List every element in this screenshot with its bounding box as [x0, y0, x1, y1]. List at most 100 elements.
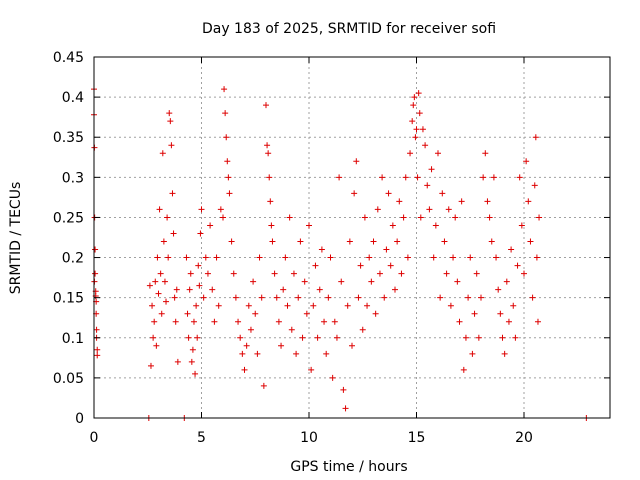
data-point [266, 174, 273, 181]
data-point [224, 158, 231, 165]
data-point [207, 222, 214, 229]
data-point [454, 278, 461, 285]
x-tick-label: 20 [515, 430, 533, 446]
data-point [258, 294, 265, 301]
data-point [389, 222, 396, 229]
data-point [353, 158, 360, 165]
data-point [163, 298, 170, 305]
y-tick-label: 0.05 [53, 371, 84, 387]
data-point [297, 238, 304, 245]
y-tick-label: 0.3 [62, 170, 84, 186]
data-point [194, 334, 201, 341]
data-point [508, 246, 515, 253]
data-point [340, 386, 347, 393]
data-point [441, 238, 448, 245]
data-point [392, 286, 398, 293]
data-point [200, 294, 207, 301]
y-tick-label: 0.2 [62, 251, 84, 267]
data-point [351, 190, 358, 197]
data-point [374, 206, 381, 213]
data-point [402, 174, 409, 181]
data-point [409, 118, 416, 125]
data-point [280, 286, 287, 293]
grid-lines [94, 57, 610, 418]
data-point [521, 270, 527, 277]
data-point [469, 350, 476, 357]
data-point [387, 262, 394, 269]
data-point [499, 334, 506, 341]
data-point [171, 294, 178, 301]
data-point [480, 174, 487, 181]
data-point [490, 174, 497, 181]
data-point [150, 334, 157, 341]
data-point [428, 166, 435, 173]
data-point [165, 254, 172, 261]
data-point [164, 214, 171, 221]
data-point [193, 302, 200, 309]
data-point [432, 222, 439, 229]
data-point [235, 318, 242, 325]
data-point [419, 126, 426, 133]
data-point [286, 214, 293, 221]
data-point [467, 254, 474, 261]
data-point [410, 102, 417, 109]
data-point [278, 342, 285, 349]
data-points [91, 86, 590, 421]
data-point [174, 358, 181, 365]
data-point [161, 278, 168, 285]
data-point [534, 318, 541, 325]
data-point [349, 342, 355, 349]
data-point [152, 278, 159, 285]
data-point [301, 278, 308, 285]
data-point [154, 254, 161, 261]
data-point [256, 254, 263, 261]
data-point [198, 206, 205, 213]
data-point [192, 370, 199, 377]
data-point [293, 350, 300, 357]
y-tick-label: 0.1 [62, 331, 84, 347]
data-point [396, 198, 403, 205]
data-point [379, 174, 386, 181]
data-point [223, 134, 230, 141]
y-tick-label: 0.15 [53, 291, 84, 307]
x-tick-label: 10 [300, 430, 318, 446]
data-point [275, 318, 282, 325]
data-point [183, 254, 190, 261]
data-point [250, 278, 257, 285]
data-point [267, 198, 274, 205]
data-point [243, 342, 250, 349]
data-point [417, 214, 424, 221]
data-point [209, 286, 216, 293]
data-point [536, 214, 543, 221]
data-point [221, 86, 228, 93]
data-point [282, 254, 289, 261]
data-point [533, 254, 540, 261]
data-point [475, 334, 482, 341]
y-tick-label: 0.35 [53, 130, 84, 146]
data-point [92, 246, 99, 253]
data-point [318, 246, 325, 253]
data-point [531, 182, 538, 189]
data-point [344, 302, 351, 309]
data-point [211, 318, 218, 325]
data-point [288, 326, 295, 333]
data-point [372, 310, 379, 317]
data-point [452, 214, 459, 221]
data-point [456, 318, 463, 325]
data-point [239, 350, 246, 357]
data-point [338, 278, 345, 285]
data-point [488, 238, 495, 245]
data-point [237, 334, 244, 341]
data-point [245, 302, 252, 309]
data-point [404, 254, 411, 261]
data-point [486, 214, 493, 221]
data-point [516, 174, 523, 181]
data-point [202, 254, 209, 261]
data-point [310, 302, 317, 309]
data-point [190, 318, 197, 325]
data-point [149, 302, 156, 309]
data-point [184, 310, 191, 317]
data-point [331, 318, 338, 325]
data-point [146, 282, 153, 289]
data-point [416, 110, 423, 117]
